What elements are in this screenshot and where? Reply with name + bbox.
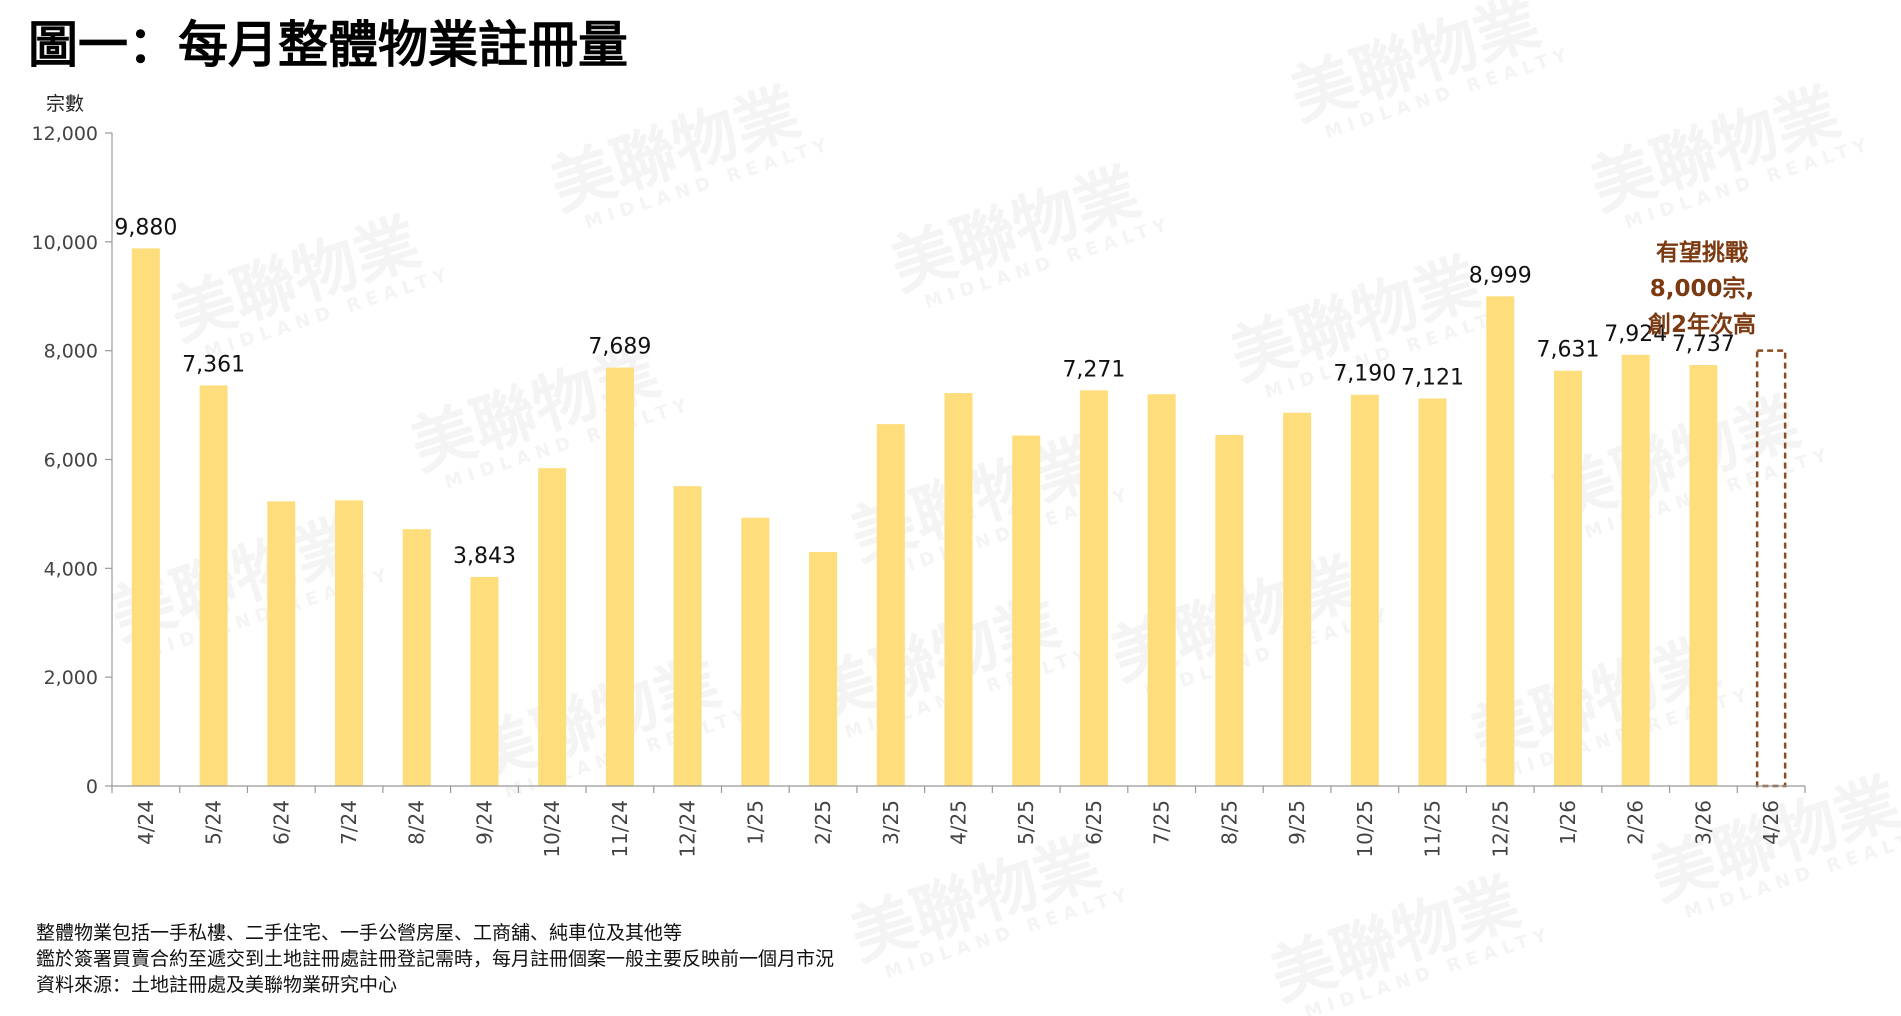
x-tick-label: 2/26	[1624, 800, 1648, 845]
x-tick-label: 11/24	[608, 800, 632, 858]
y-tick-label: 4,000	[44, 558, 98, 580]
x-tick-label: 10/25	[1353, 800, 1377, 858]
data-label: 7,924	[1604, 322, 1667, 347]
bar	[944, 393, 973, 786]
bar	[131, 248, 160, 786]
bar	[1486, 296, 1515, 786]
y-axis: 0 2,000 4,000 6,000 8,000 10,000 12,000	[32, 123, 113, 798]
data-label: 3,843	[453, 544, 516, 569]
data-label: 7,271	[1062, 357, 1125, 382]
data-label: 9,880	[114, 215, 177, 240]
forecast-annotation: 有望挑戰 8,000宗, 創2年次高	[1648, 239, 1756, 338]
bar	[267, 501, 296, 786]
y-tick-label: 10,000	[32, 232, 98, 254]
x-tick-label: 4/26	[1759, 800, 1783, 845]
bar	[470, 576, 499, 786]
bar	[1553, 370, 1582, 786]
x-tick-label: 4/24	[134, 800, 158, 845]
x-tick-label: 6/25	[1082, 800, 1106, 845]
x-tick-label: 2/25	[811, 800, 835, 845]
x-tick-label: 10/24	[540, 800, 564, 858]
forecast-bar	[1755, 349, 1787, 788]
y-tick-label: 12,000	[32, 123, 98, 145]
x-tick-label: 9/24	[472, 800, 496, 845]
x-tick-label: 12/24	[676, 800, 700, 858]
bar	[335, 500, 364, 786]
bar	[1350, 394, 1379, 786]
footnotes: 整體物業包括一手私樓、二手住宅、一手公營房屋、工商舖、純車位及其他等 鑑於簽署買…	[36, 922, 834, 996]
bars	[131, 248, 1787, 788]
x-tick-label: 3/25	[879, 800, 903, 845]
y-tick-label: 0	[86, 776, 98, 798]
page-title: 圖一：每月整體物業註冊量	[28, 16, 628, 74]
x-tick-label: 8/25	[1217, 800, 1241, 845]
bar	[673, 486, 702, 786]
x-tick-label: 9/25	[1285, 800, 1309, 845]
data-label: 7,361	[182, 352, 245, 377]
data-labels: 9,880 7,361 3,843 7,689 7,271 7,190 7,121 8,999…	[114, 215, 1735, 569]
bar	[199, 385, 228, 786]
x-tick-label: 3/26	[1691, 800, 1715, 845]
x-tick-label: 8/24	[405, 800, 429, 845]
bar	[1621, 354, 1650, 786]
x-tick-label: 12/25	[1488, 800, 1512, 858]
x-axis: 4/24 5/24 6/24 7/24 8/24 9/24 10/24 11/24 12/24 1…	[111, 785, 1806, 858]
x-tick-label: 6/24	[269, 800, 293, 845]
bar	[1215, 435, 1244, 786]
x-tick-label: 7/24	[337, 800, 361, 845]
bar	[1147, 394, 1176, 786]
x-tick-label: 11/25	[1421, 800, 1445, 858]
y-axis-label: 宗數	[46, 93, 84, 115]
x-tick-label: 4/25	[947, 800, 971, 845]
bar	[1012, 435, 1041, 786]
data-label: 7,689	[588, 335, 651, 360]
footnote-1: 整體物業包括一手私樓、二手住宅、一手公營房屋、工商舖、純車位及其他等	[36, 922, 682, 944]
y-tick-label: 2,000	[44, 667, 98, 689]
annotation-line-3: 創2年次高	[1648, 311, 1756, 338]
bar	[741, 517, 770, 786]
x-tick-label: 1/25	[743, 800, 767, 845]
bar	[809, 552, 838, 786]
data-label: 7,737	[1672, 332, 1735, 357]
x-tick-label: 1/26	[1556, 800, 1580, 845]
x-tick-label: 7/25	[1150, 800, 1174, 845]
footnote-2: 鑑於簽署買賣合約至遞交到土地註冊處註冊登記需時，每月註冊個案一般主要反映前一個月…	[36, 948, 834, 970]
footnote-3: 資料來源：土地註冊處及美聯物業研究中心	[36, 974, 397, 996]
bar	[1418, 398, 1447, 786]
x-tick-label: 5/24	[202, 800, 226, 845]
data-label: 8,999	[1469, 263, 1532, 288]
bar	[876, 424, 905, 786]
bar	[1283, 412, 1312, 786]
bar	[402, 529, 431, 786]
bar	[1079, 390, 1108, 786]
annotation-line-2: 8,000宗,	[1650, 275, 1755, 302]
data-label: 7,631	[1536, 338, 1599, 363]
data-label: 7,190	[1333, 362, 1396, 387]
bar	[605, 367, 634, 786]
annotation-line-1: 有望挑戰	[1656, 239, 1748, 266]
y-tick-label: 8,000	[44, 341, 98, 363]
x-tick-label: 5/25	[1014, 800, 1038, 845]
bar	[1689, 364, 1718, 786]
bar	[538, 468, 567, 786]
y-tick-label: 6,000	[44, 450, 98, 472]
data-label: 7,121	[1401, 365, 1464, 390]
